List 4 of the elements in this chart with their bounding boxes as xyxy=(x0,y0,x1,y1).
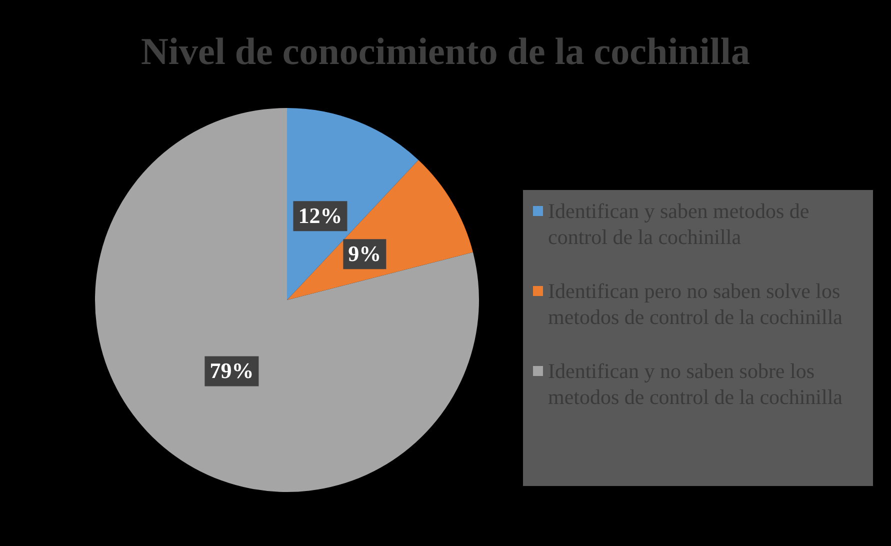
data-label: 9% xyxy=(348,240,382,266)
chart-title: Nivel de conocimiento de la cochinilla xyxy=(140,30,751,74)
data-label: 79% xyxy=(210,358,254,383)
data-label: 12% xyxy=(298,202,342,228)
